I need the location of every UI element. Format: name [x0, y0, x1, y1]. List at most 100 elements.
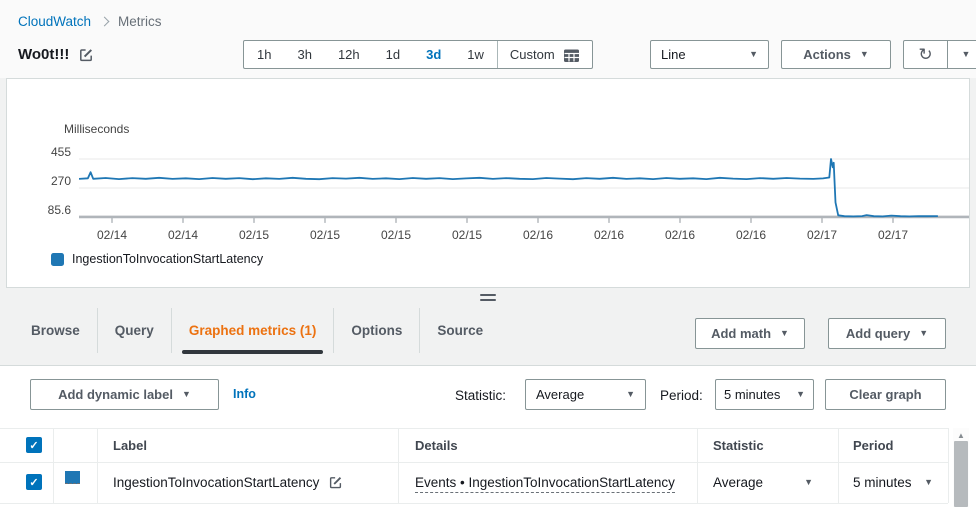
- row-period-select[interactable]: 5 minutes ▼: [853, 475, 933, 490]
- scrollbar-up-arrow[interactable]: ▲: [957, 431, 965, 440]
- refresh-options-button[interactable]: ▼: [948, 41, 976, 68]
- legend: IngestionToInvocationStartLatency: [51, 252, 263, 266]
- time-range-1h[interactable]: 1h: [257, 47, 272, 62]
- resize-handle[interactable]: [472, 291, 504, 303]
- tab-options[interactable]: Options: [333, 308, 419, 353]
- info-link[interactable]: Info: [233, 387, 256, 401]
- custom-label: Custom: [509, 47, 555, 62]
- refresh-icon: ↻: [918, 45, 933, 64]
- table-header-border: [0, 462, 948, 463]
- chart-type-value: Line: [661, 47, 686, 62]
- period-value: 5 minutes: [724, 387, 781, 402]
- tabs-band: [0, 288, 976, 366]
- time-range-3d[interactable]: 3d: [426, 47, 442, 62]
- statistic-value: Average: [536, 387, 585, 402]
- add-math-button[interactable]: Add math ▼: [695, 318, 805, 349]
- x-axis-labels: 02/14 02/14 02/15 02/15 02/15 02/15 02/16 02/16…: [79, 228, 971, 242]
- x-tick-label: 02/16: [593, 228, 625, 242]
- column-header-statistic[interactable]: Statistic: [713, 438, 764, 453]
- chevron-down-icon: ▼: [919, 328, 929, 338]
- check-icon: ✓: [29, 476, 39, 489]
- breadcrumb-current: Metrics: [118, 14, 162, 29]
- table-column-divider: [948, 428, 949, 503]
- add-query-button[interactable]: Add query ▼: [828, 318, 946, 349]
- table-scrollbar: ▲: [953, 428, 969, 507]
- x-tick-label: 02/15: [238, 228, 270, 242]
- time-range-3h[interactable]: 3h: [297, 47, 312, 62]
- chevron-down-icon: ▼: [804, 477, 813, 487]
- x-tick-label: 02/15: [451, 228, 483, 242]
- x-tick-label: 02/15: [309, 228, 341, 242]
- metric-details[interactable]: Events • IngestionToInvocationStartLaten…: [415, 475, 675, 493]
- graph-title-row: Wo0t!!!: [18, 46, 94, 63]
- select-all-checkbox[interactable]: ✓: [26, 437, 42, 453]
- chevron-down-icon: ▼: [961, 49, 971, 59]
- column-header-label[interactable]: Label: [113, 438, 147, 453]
- latency-line-chart[interactable]: [79, 151, 971, 231]
- chevron-down-icon: ▼: [749, 49, 758, 59]
- refresh-button[interactable]: ↻: [904, 41, 948, 68]
- legend-color-swatch: [51, 252, 64, 266]
- period-select[interactable]: 5 minutes ▼: [715, 379, 814, 410]
- calendar-icon: [563, 49, 579, 62]
- check-icon: ✓: [29, 439, 39, 452]
- resize-handle-bar: [480, 298, 496, 301]
- table-column-divider: [53, 428, 54, 503]
- column-header-period[interactable]: Period: [853, 438, 894, 453]
- x-tick-label: 02/17: [877, 228, 909, 242]
- table-top-border: [0, 428, 948, 429]
- graph-title: Wo0t!!!: [18, 46, 70, 63]
- clear-graph-button[interactable]: Clear graph: [825, 379, 946, 410]
- tab-browse[interactable]: Browse: [31, 323, 80, 338]
- add-dynamic-label-button[interactable]: Add dynamic label ▼: [30, 379, 219, 410]
- statistic-select[interactable]: Average ▼: [525, 379, 646, 410]
- series-color-swatch[interactable]: [65, 471, 80, 484]
- refresh-split-button: ↻ ▼: [903, 40, 976, 69]
- row-checkbox[interactable]: ✓: [26, 474, 42, 490]
- time-range-1d[interactable]: 1d: [385, 47, 401, 62]
- x-tick-label: 02/14: [167, 228, 199, 242]
- metric-label: IngestionToInvocationStartLatency: [113, 475, 320, 490]
- x-tick-label: 02/16: [522, 228, 554, 242]
- statistic-field-label: Statistic:: [455, 388, 507, 403]
- breadcrumb-chevron-icon: [99, 16, 110, 26]
- tab-source[interactable]: Source: [419, 308, 500, 353]
- breadcrumb: CloudWatch Metrics: [18, 14, 162, 29]
- chevron-down-icon: ▼: [626, 389, 635, 399]
- tab-query[interactable]: Query: [96, 308, 171, 353]
- actions-button[interactable]: Actions ▼: [781, 40, 891, 69]
- period-field-label: Period:: [660, 388, 703, 403]
- scrollbar-thumb[interactable]: [954, 441, 968, 507]
- legend-label[interactable]: IngestionToInvocationStartLatency: [72, 252, 264, 266]
- edit-title-icon[interactable]: [78, 47, 94, 63]
- x-tick-label: 02/16: [664, 228, 696, 242]
- y-axis-unit-label: Milliseconds: [64, 122, 130, 136]
- table-row: ✓ IngestionToInvocationStartLatency Even…: [0, 463, 948, 503]
- tab-list: Browse Query Graphed metrics (1) Options…: [14, 308, 500, 354]
- resize-handle-bar: [480, 293, 496, 296]
- row-statistic-select[interactable]: Average ▼: [713, 475, 813, 490]
- chevron-down-icon: ▼: [924, 477, 933, 487]
- x-tick-label: 02/15: [380, 228, 412, 242]
- edit-label-icon[interactable]: [328, 475, 343, 490]
- row-period-value: 5 minutes: [853, 475, 912, 490]
- chevron-down-icon: ▼: [796, 389, 805, 399]
- chevron-down-icon: ▼: [859, 49, 869, 59]
- table-column-divider: [697, 428, 698, 503]
- tabs-container: Browse Query Graphed metrics (1) Options…: [0, 288, 976, 366]
- time-range-1w[interactable]: 1w: [467, 47, 484, 62]
- tab-graphed-metrics[interactable]: Graphed metrics (1): [170, 308, 334, 354]
- time-range-12h[interactable]: 12h: [337, 47, 360, 62]
- chart-type-select[interactable]: Line ▼: [650, 40, 769, 69]
- table-row-border: [0, 503, 948, 504]
- column-header-details[interactable]: Details: [415, 438, 458, 453]
- actions-label: Actions: [803, 47, 851, 62]
- chart-panel: Milliseconds 455 270 85.6 02/14 02/14 02/1…: [6, 78, 970, 288]
- time-range-custom[interactable]: Custom: [496, 41, 592, 68]
- table-column-divider: [97, 428, 98, 503]
- row-statistic-value: Average: [713, 475, 764, 490]
- time-range-group: 1h 3h 12h 1d 3d 1w Custom: [243, 40, 593, 69]
- row-label-cell: IngestionToInvocationStartLatency: [113, 475, 343, 490]
- breadcrumb-cloudwatch-link[interactable]: CloudWatch: [18, 14, 92, 29]
- x-tick-label: 02/17: [806, 228, 838, 242]
